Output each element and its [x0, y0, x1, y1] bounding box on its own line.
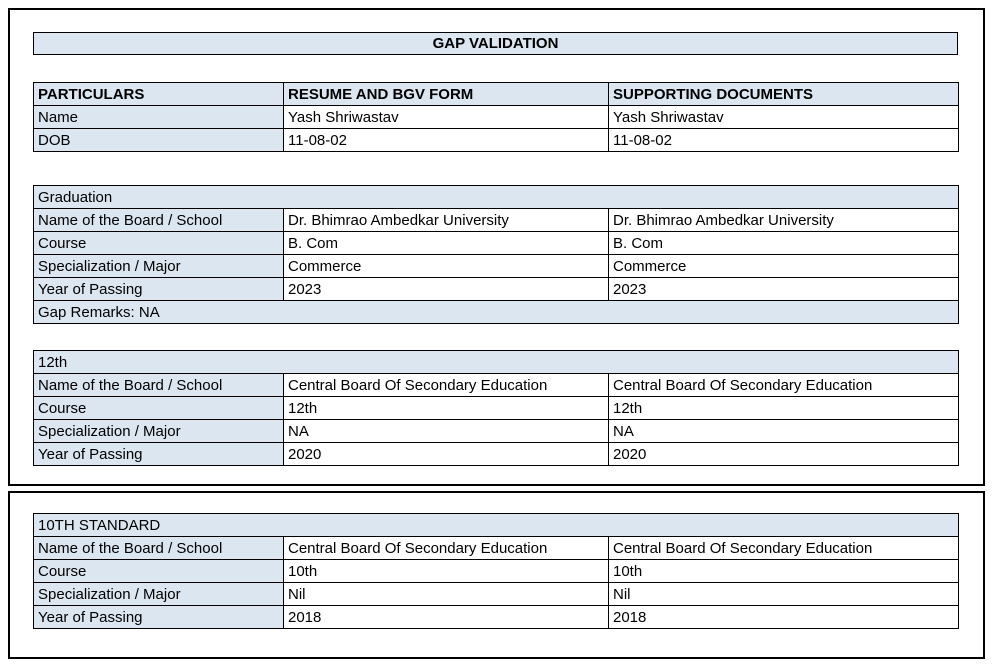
row-value-resume: 2018: [283, 605, 609, 629]
row-label-cell: Specialization / Major: [33, 582, 284, 606]
column-header-supporting-docs: SUPPORTING DOCUMENTS: [608, 82, 959, 106]
row-value-resume: Yash Shriwastav: [283, 105, 609, 129]
page-title: GAP VALIDATION: [33, 32, 958, 55]
table-row-year: Year of Passing 2020 2020: [33, 442, 959, 466]
section-heading-row: 12th: [33, 350, 959, 374]
table-row-name: Name Yash Shriwastav Yash Shriwastav: [33, 105, 959, 129]
row-value-resume: 12th: [283, 396, 609, 420]
table-row-course: Course 12th 12th: [33, 396, 959, 420]
gap-remarks-row: Gap Remarks: NA: [32, 300, 960, 324]
row-value-supporting: 2023: [607, 277, 960, 301]
row-value-resume: 2020: [283, 442, 609, 466]
table-row-board: Name of the Board / School Central Board…: [33, 536, 959, 560]
graduation-table: Graduation Name of the Board / School Dr…: [32, 185, 960, 324]
section-heading-row: 10TH STANDARD: [33, 513, 959, 537]
row-value-resume: Commerce: [283, 254, 609, 278]
table-row-year: Year of Passing 2023 2023: [33, 277, 960, 301]
row-value-supporting: Commerce: [607, 254, 960, 278]
row-value-resume: 11-08-02: [283, 128, 609, 152]
section-heading-12th: 12th: [33, 350, 959, 374]
table-row-board: Name of the Board / School Central Board…: [33, 373, 959, 397]
row-label-cell: Year of Passing: [33, 277, 284, 301]
row-label-cell: Specialization / Major: [33, 254, 284, 278]
row-value-supporting: Yash Shriwastav: [608, 105, 959, 129]
table-row-course: Course B. Com B. Com: [33, 231, 960, 255]
row-value-resume: NA: [283, 419, 609, 443]
row-value-resume: 10th: [283, 559, 609, 583]
row-value-supporting: 12th: [608, 396, 959, 420]
row-label-cell: Specialization / Major: [33, 419, 284, 443]
row-label-cell: Name of the Board / School: [33, 208, 284, 232]
row-label-cell: Name of the Board / School: [33, 373, 284, 397]
row-value-supporting: Nil: [608, 582, 959, 606]
row-value-supporting: 10th: [608, 559, 959, 583]
row-value-resume: B. Com: [283, 231, 609, 255]
row-value-supporting: B. Com: [607, 231, 960, 255]
row-label-cell: Name: [33, 105, 284, 129]
particulars-table: PARTICULARS RESUME AND BGV FORM SUPPORTI…: [33, 82, 959, 152]
row-value-resume: 2023: [283, 277, 609, 301]
row-value-resume: Nil: [283, 582, 609, 606]
row-label-cell: Course: [33, 559, 284, 583]
row-value-supporting: Central Board Of Secondary Education: [608, 536, 959, 560]
row-value-resume: Central Board Of Secondary Education: [283, 373, 609, 397]
tenth-table: 10TH STANDARD Name of the Board / School…: [33, 513, 959, 629]
row-value-supporting: NA: [608, 419, 959, 443]
row-label-cell: Year of Passing: [33, 605, 284, 629]
table-row-specialization: Specialization / Major Nil Nil: [33, 582, 959, 606]
section-heading-graduation: Graduation: [32, 185, 960, 209]
row-value-supporting: 11-08-02: [608, 128, 959, 152]
row-value-supporting: 2018: [608, 605, 959, 629]
table-header-row: PARTICULARS RESUME AND BGV FORM SUPPORTI…: [33, 82, 959, 106]
row-label-cell: Course: [33, 231, 284, 255]
section-heading-row: Graduation: [32, 185, 960, 209]
section-heading-10th: 10TH STANDARD: [33, 513, 959, 537]
row-value-resume: Dr. Bhimrao Ambedkar University: [283, 208, 609, 232]
row-label-cell: Year of Passing: [33, 442, 284, 466]
table-row-board: Name of the Board / School Dr. Bhimrao A…: [33, 208, 960, 232]
table-row-specialization: Specialization / Major Commerce Commerce: [33, 254, 960, 278]
row-value-supporting: 2020: [608, 442, 959, 466]
gap-remarks: Gap Remarks: NA: [32, 300, 960, 324]
twelfth-table: 12th Name of the Board / School Central …: [33, 350, 959, 466]
row-value-resume: Central Board Of Secondary Education: [283, 536, 609, 560]
row-label-cell: Name of the Board / School: [33, 536, 284, 560]
table-row-course: Course 10th 10th: [33, 559, 959, 583]
row-label-cell: Course: [33, 396, 284, 420]
row-value-supporting: Dr. Bhimrao Ambedkar University: [607, 208, 960, 232]
table-row-specialization: Specialization / Major NA NA: [33, 419, 959, 443]
table-row-dob: DOB 11-08-02 11-08-02: [33, 128, 959, 152]
row-value-supporting: Central Board Of Secondary Education: [608, 373, 959, 397]
column-header-particulars: PARTICULARS: [33, 82, 284, 106]
table-row-year: Year of Passing 2018 2018: [33, 605, 959, 629]
row-label-cell: DOB: [33, 128, 284, 152]
column-header-resume-bgv: RESUME AND BGV FORM: [283, 82, 609, 106]
